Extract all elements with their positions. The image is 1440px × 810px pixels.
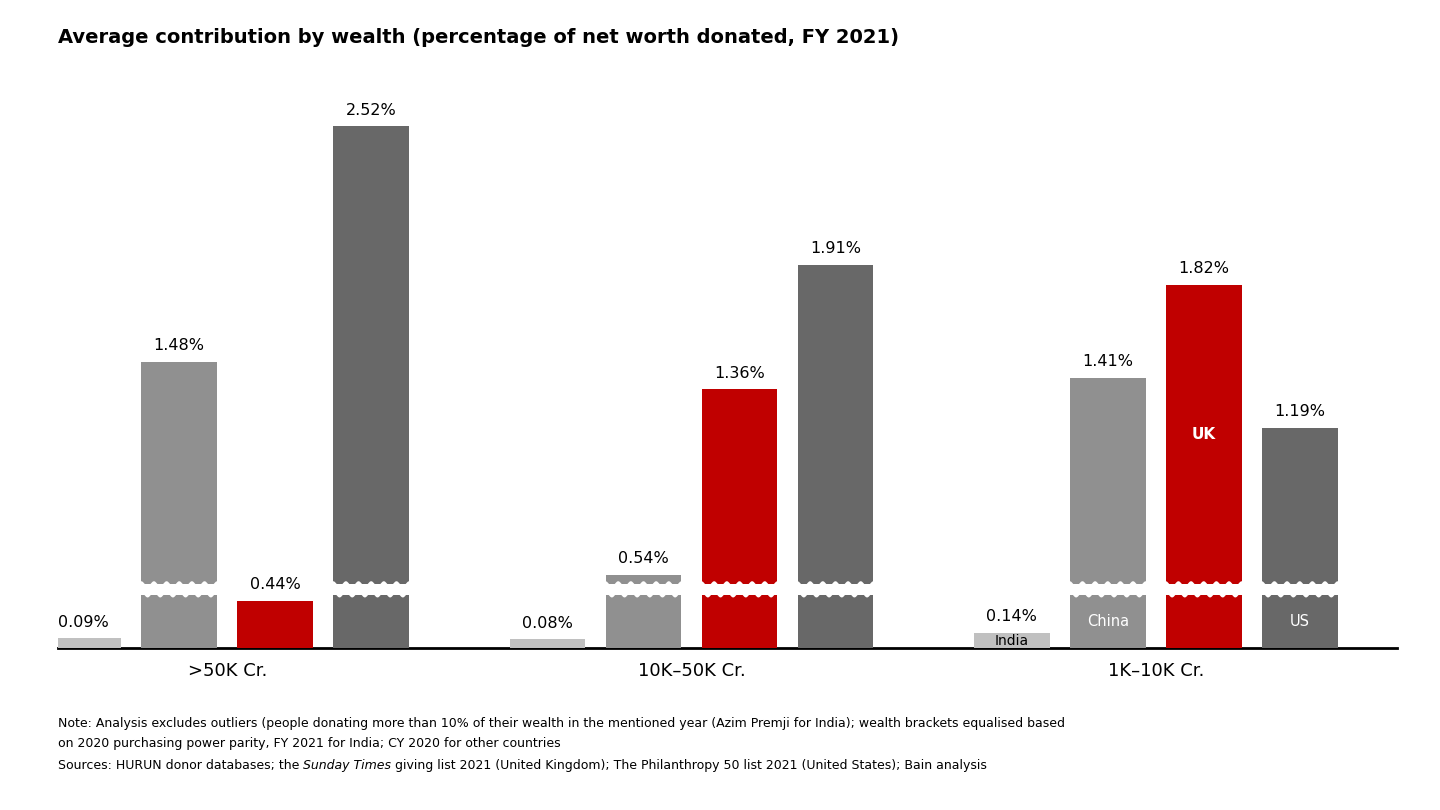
Text: China: China	[1087, 614, 1129, 629]
Text: 0.44%: 0.44%	[251, 578, 301, 592]
Bar	[333, 595, 409, 648]
Text: 0.08%: 0.08%	[523, 616, 573, 631]
Text: 1.91%: 1.91%	[809, 241, 861, 256]
Bar	[45, 638, 121, 648]
Bar	[1070, 595, 1146, 648]
Bar	[1261, 595, 1338, 648]
Text: 2.52%: 2.52%	[346, 103, 396, 117]
Text: 1.19%: 1.19%	[1274, 404, 1325, 419]
Bar	[333, 126, 409, 584]
Text: 0.14%: 0.14%	[986, 609, 1037, 625]
Bar	[510, 639, 586, 648]
Text: giving list 2021 (United Kingdom); The Philanthropy 50 list 2021 (United States): giving list 2021 (United Kingdom); The P…	[392, 759, 986, 772]
Bar	[798, 595, 874, 648]
Bar	[701, 389, 778, 584]
Text: Average contribution by wealth (percentage of net worth donated, FY 2021): Average contribution by wealth (percenta…	[58, 28, 899, 47]
Bar	[701, 595, 778, 648]
Bar	[606, 595, 681, 648]
Text: 1.48%: 1.48%	[154, 339, 204, 353]
Text: US: US	[1290, 614, 1310, 629]
Text: 1.36%: 1.36%	[714, 365, 765, 381]
Text: 1.41%: 1.41%	[1083, 354, 1133, 369]
Bar	[141, 362, 217, 584]
Text: 0.09%: 0.09%	[58, 615, 108, 630]
Bar	[238, 601, 312, 648]
Text: Sunday Times: Sunday Times	[302, 759, 392, 772]
Bar	[606, 575, 681, 584]
Text: 0.54%: 0.54%	[618, 552, 668, 566]
Text: Note: Analysis excludes outliers (people donating more than 10% of their wealth : Note: Analysis excludes outliers (people…	[58, 717, 1064, 730]
Bar	[141, 595, 217, 648]
Text: UK: UK	[1192, 427, 1215, 442]
Text: 1.82%: 1.82%	[1178, 262, 1230, 276]
Bar	[973, 633, 1050, 648]
Bar	[1166, 285, 1241, 584]
Bar	[1261, 428, 1338, 584]
Text: Sources: HURUN donor databases; the: Sources: HURUN donor databases; the	[58, 759, 302, 772]
Text: on 2020 purchasing power parity, FY 2021 for India; CY 2020 for other countries: on 2020 purchasing power parity, FY 2021…	[58, 737, 560, 750]
Text: India: India	[995, 633, 1028, 647]
Bar	[1166, 595, 1241, 648]
Bar	[798, 265, 874, 584]
Bar	[1070, 378, 1146, 584]
